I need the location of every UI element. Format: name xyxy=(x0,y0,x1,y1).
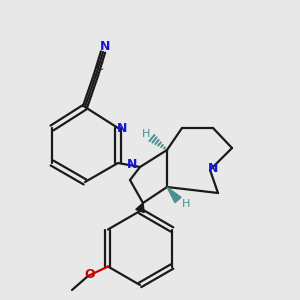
Text: N: N xyxy=(127,158,137,170)
Text: C: C xyxy=(95,62,103,72)
Text: N: N xyxy=(100,40,110,52)
Polygon shape xyxy=(136,203,144,213)
Text: N: N xyxy=(208,161,218,175)
Text: H: H xyxy=(182,199,190,209)
Polygon shape xyxy=(167,187,181,203)
Text: O: O xyxy=(85,268,95,281)
Text: N: N xyxy=(117,122,127,136)
Text: H: H xyxy=(142,129,150,139)
